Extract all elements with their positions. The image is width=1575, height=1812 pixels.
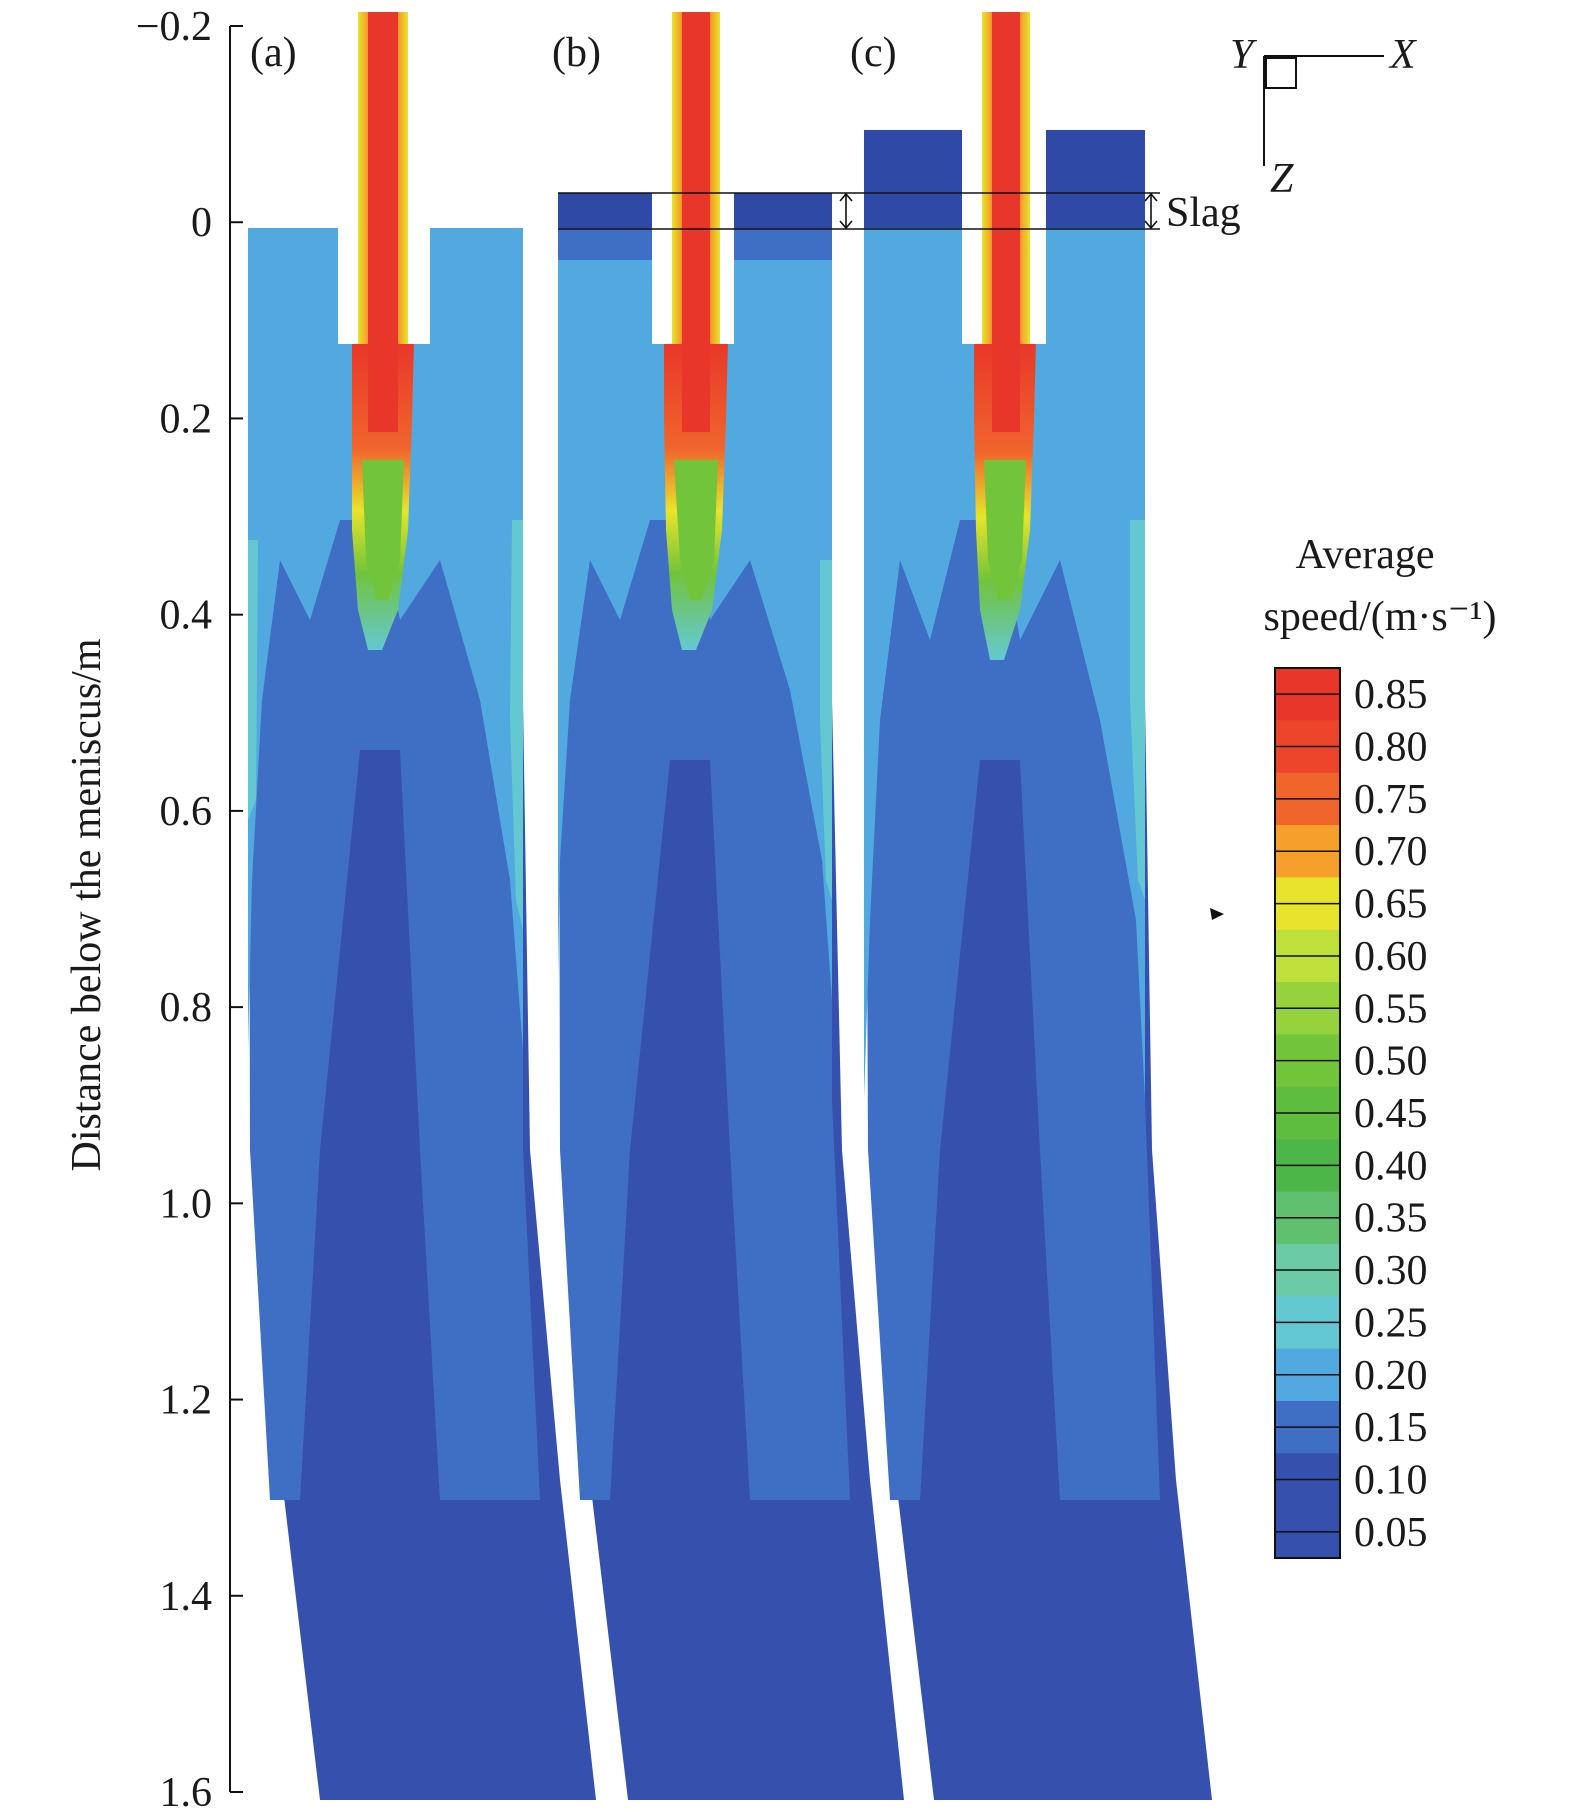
triad-right-angle bbox=[1265, 57, 1297, 89]
panel-a-nozzle-gap-left bbox=[338, 228, 358, 344]
y-tick-label: 1.0 bbox=[160, 1181, 213, 1227]
colorbar-tick-label: 0.75 bbox=[1354, 777, 1428, 823]
colorbar-tick-label: 0.10 bbox=[1354, 1457, 1428, 1503]
y-tick-label: 1.6 bbox=[160, 1770, 213, 1812]
panel-b bbox=[558, 12, 904, 1800]
panel-label-c: (c) bbox=[850, 30, 897, 76]
panel-a bbox=[248, 12, 596, 1800]
y-axis: −0.2 0 0.2 0.4 0.6 0.8 1.0 1.2 1.4 1.6 Distance b… bbox=[64, 4, 243, 1812]
colorbar-frame bbox=[1274, 667, 1341, 1559]
triad-z-label: Z bbox=[1270, 156, 1294, 202]
panel-c-slag-layer-right bbox=[1046, 130, 1145, 228]
panel-label-a: (a) bbox=[250, 30, 297, 76]
colorbar-tick-label: 0.60 bbox=[1354, 934, 1428, 980]
panel-a-nozzle-gap-right bbox=[408, 228, 430, 344]
y-tick-label: 0.2 bbox=[160, 396, 213, 442]
colorbar-cells: 0.85 0.80 0.75 0.70 0.65 0.60 0.55 0.50 0.45 0.40… bbox=[1275, 668, 1428, 1559]
colorbar-tick-label: 0.65 bbox=[1354, 882, 1428, 928]
panel-b-nozzle-gap-left bbox=[652, 193, 672, 344]
colorbar-tick-label: 0.05 bbox=[1354, 1510, 1428, 1556]
colorbar-tick-label: 0.50 bbox=[1354, 1039, 1428, 1085]
y-tick-label: 0.6 bbox=[160, 789, 213, 835]
y-tick-label: 0 bbox=[191, 200, 212, 246]
stray-marker-icon bbox=[1210, 908, 1224, 920]
triad-y-label: Y bbox=[1230, 32, 1258, 78]
panel-c bbox=[864, 12, 1212, 1800]
panel-b-green-core bbox=[674, 460, 718, 600]
panel-a-cyan-wall-band-left bbox=[248, 540, 258, 820]
panel-c-mid-zone bbox=[864, 228, 1145, 1100]
colorbar-tick-label: 0.15 bbox=[1354, 1405, 1428, 1451]
y-tick-label: 0.8 bbox=[160, 985, 213, 1031]
triad-x-label: X bbox=[1388, 32, 1418, 78]
panel-c-green-core bbox=[984, 460, 1026, 600]
panel-c-slag-layer-left bbox=[864, 130, 962, 228]
colorbar-tick-label: 0.55 bbox=[1354, 986, 1428, 1032]
y-tick-label: −0.2 bbox=[136, 4, 212, 50]
panel-a-mid-zone bbox=[248, 228, 523, 1050]
panel-b-slag-layer-left bbox=[558, 193, 652, 228]
colorbar-tick-label: 0.80 bbox=[1354, 725, 1428, 771]
slag-annotation bbox=[558, 192, 1160, 230]
panel-c-nozzle-gap-left bbox=[962, 130, 982, 344]
colorbar-tick-label: 0.85 bbox=[1354, 672, 1428, 718]
colorbar-tick-label: 0.35 bbox=[1354, 1196, 1428, 1242]
y-axis-ticks: −0.2 0 0.2 0.4 0.6 0.8 1.0 1.2 1.4 1.6 bbox=[136, 4, 243, 1812]
slag-thickness-arrowheads-b bbox=[839, 192, 853, 230]
panel-b-nozzle-gap-right bbox=[720, 193, 734, 344]
slag-label: Slag bbox=[1166, 190, 1241, 236]
panel-label-b: (b) bbox=[552, 30, 601, 76]
panel-a-cyan-wall-band-right bbox=[510, 520, 523, 930]
panel-b-cyan-wall-band-right bbox=[820, 560, 832, 900]
panel-b-jet-core bbox=[682, 12, 710, 432]
y-axis-label: Distance below the meniscus/m bbox=[64, 638, 110, 1171]
panel-c-nozzle-gap-right bbox=[1030, 130, 1046, 344]
slag-thickness-arrowheads-c bbox=[1144, 192, 1158, 230]
colorbar-tick-label: 0.20 bbox=[1354, 1353, 1428, 1399]
y-tick-label: 1.2 bbox=[160, 1378, 213, 1424]
panel-c-cyan-wall-band-right bbox=[1130, 520, 1145, 900]
axes-triad bbox=[1263, 55, 1384, 166]
panel-b-slag-layer-right bbox=[734, 193, 832, 228]
colorbar-tick-label: 0.25 bbox=[1354, 1300, 1428, 1346]
colorbar-tick-label: 0.45 bbox=[1354, 1091, 1428, 1137]
colorbar-tick-label: 0.40 bbox=[1354, 1143, 1428, 1189]
panel-a-green-core bbox=[362, 460, 404, 600]
panel-b-mid-zone bbox=[558, 260, 832, 1000]
panel-c-jet-core bbox=[992, 12, 1020, 432]
y-tick-label: 0.4 bbox=[160, 593, 213, 639]
y-tick-label: 1.4 bbox=[160, 1574, 213, 1620]
panel-a-jet-core bbox=[368, 12, 398, 432]
colorbar-tick-label: 0.30 bbox=[1354, 1248, 1428, 1294]
colorbar: Average speed/(m·s⁻¹) 0.850.800.750.700.… bbox=[1263, 532, 1497, 1559]
colorbar-title-line2: speed/(m·s⁻¹) bbox=[1263, 594, 1496, 640]
colorbar-tick-label: 0.70 bbox=[1354, 829, 1428, 875]
colorbar-title-line1: Average bbox=[1295, 532, 1434, 578]
